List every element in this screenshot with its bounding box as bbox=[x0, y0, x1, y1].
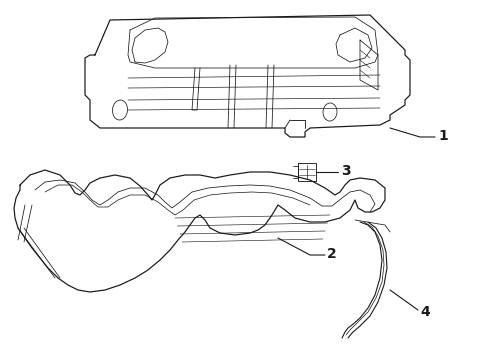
Text: 3: 3 bbox=[341, 164, 351, 178]
Text: 1: 1 bbox=[438, 129, 448, 143]
Text: 4: 4 bbox=[420, 305, 430, 319]
Text: 2: 2 bbox=[327, 247, 337, 261]
